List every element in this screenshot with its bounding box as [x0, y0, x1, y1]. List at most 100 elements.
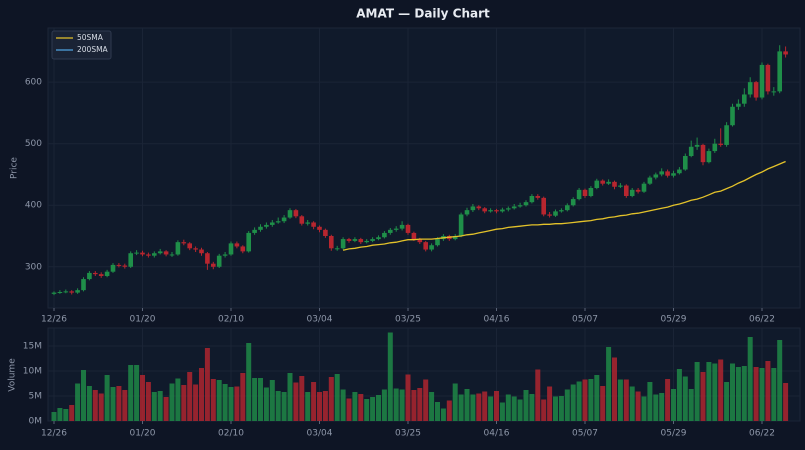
volume-bar: [499, 402, 505, 421]
volume-bar: [51, 412, 57, 421]
candle-body: [677, 169, 682, 174]
x-tick-label: 04/16: [484, 315, 510, 325]
candle-body: [523, 202, 529, 206]
candle-body: [730, 106, 735, 126]
volume-bar: [718, 359, 724, 421]
candle-body: [258, 226, 263, 230]
price-panel: [47, 27, 801, 309]
candle-body: [506, 208, 511, 210]
candle-body: [364, 240, 369, 243]
candle-body: [429, 245, 434, 250]
volume-bar: [163, 397, 169, 421]
volume-axis-label: Volume: [8, 358, 18, 392]
candle-body: [688, 146, 694, 156]
volume-bar: [128, 365, 134, 421]
candle-body: [275, 221, 281, 223]
volume-bar: [688, 389, 694, 421]
candle-body: [706, 151, 712, 163]
candle-body: [346, 239, 352, 241]
candle-body: [547, 214, 552, 216]
candle-body: [618, 185, 623, 187]
volume-bar: [523, 390, 529, 421]
candle-body: [146, 254, 151, 256]
volume-bar: [187, 372, 193, 421]
candle-body: [582, 189, 588, 196]
candle-body: [600, 180, 605, 184]
candle-body: [340, 239, 346, 249]
volume-bar: [429, 392, 435, 421]
candle-body: [98, 274, 104, 276]
volume-bar: [482, 391, 488, 421]
candle-body: [199, 249, 204, 254]
candle-body: [323, 229, 328, 236]
candle-body: [140, 252, 145, 255]
candle-body: [724, 125, 729, 145]
volume-bar: [252, 378, 258, 421]
candle-body: [152, 253, 157, 256]
volume-bar: [134, 365, 140, 421]
x-tick-label: 04/16: [484, 429, 510, 439]
volume-bar: [783, 383, 789, 421]
volume-bar: [759, 368, 765, 421]
candle-body: [234, 243, 240, 247]
volume-bar: [541, 399, 547, 421]
candle-body: [683, 156, 688, 170]
candle-body: [311, 222, 316, 227]
x-tick-label: 05/07: [572, 315, 598, 325]
volume-bar: [535, 369, 541, 421]
candle-body: [411, 232, 417, 240]
x-tick-label: 05/29: [661, 315, 687, 325]
volume-bar: [210, 379, 216, 421]
volume-bar: [287, 373, 293, 421]
volume-bar: [712, 363, 718, 421]
candle-body: [423, 242, 428, 250]
candle-body: [287, 210, 293, 218]
volume-bar: [358, 394, 364, 421]
volume-bar: [193, 384, 199, 421]
candle-body: [435, 239, 440, 246]
candle-body: [175, 242, 181, 255]
candle-body: [240, 246, 246, 252]
volume-bar: [98, 393, 104, 421]
y-tick-label: 400: [25, 201, 42, 211]
volume-bar: [570, 384, 576, 421]
volume-tick-label: 0M: [29, 417, 43, 427]
candle-body: [588, 188, 594, 196]
volume-bar: [228, 387, 234, 421]
volume-bar: [659, 393, 665, 421]
volume-bar: [582, 379, 588, 421]
volume-bar: [116, 386, 122, 421]
volume-bar: [381, 389, 387, 421]
x-tick-label: 06/22: [749, 315, 775, 325]
x-tick-label: 02/10: [218, 429, 244, 439]
volume-bar: [317, 392, 322, 421]
candle-body: [270, 222, 275, 225]
candle-body: [517, 205, 523, 207]
candle-body: [665, 171, 670, 176]
candle-body: [700, 144, 706, 163]
volume-bar: [694, 362, 700, 421]
candle-body: [736, 103, 741, 107]
volume-bar: [588, 379, 594, 421]
volume-bar: [204, 348, 210, 421]
volume-bar: [623, 379, 629, 421]
volume-bar: [69, 405, 75, 421]
candle-body: [187, 243, 192, 249]
volume-bar: [364, 399, 370, 421]
candle-body: [264, 224, 269, 227]
candle-body: [193, 248, 198, 250]
volume-bar: [92, 390, 98, 421]
volume-bar: [665, 379, 671, 421]
volume-bar: [753, 367, 759, 421]
candle-body: [393, 228, 399, 230]
candle-body: [570, 199, 576, 206]
y-axis-label: Price: [10, 157, 20, 179]
candle-body: [358, 239, 364, 243]
volume-bar: [741, 366, 747, 421]
candle-body: [376, 237, 381, 240]
volume-bar: [440, 408, 446, 421]
volume-bar: [464, 389, 470, 421]
candle-body: [629, 189, 635, 196]
volume-bar: [305, 392, 311, 421]
volume-bar: [765, 361, 771, 421]
